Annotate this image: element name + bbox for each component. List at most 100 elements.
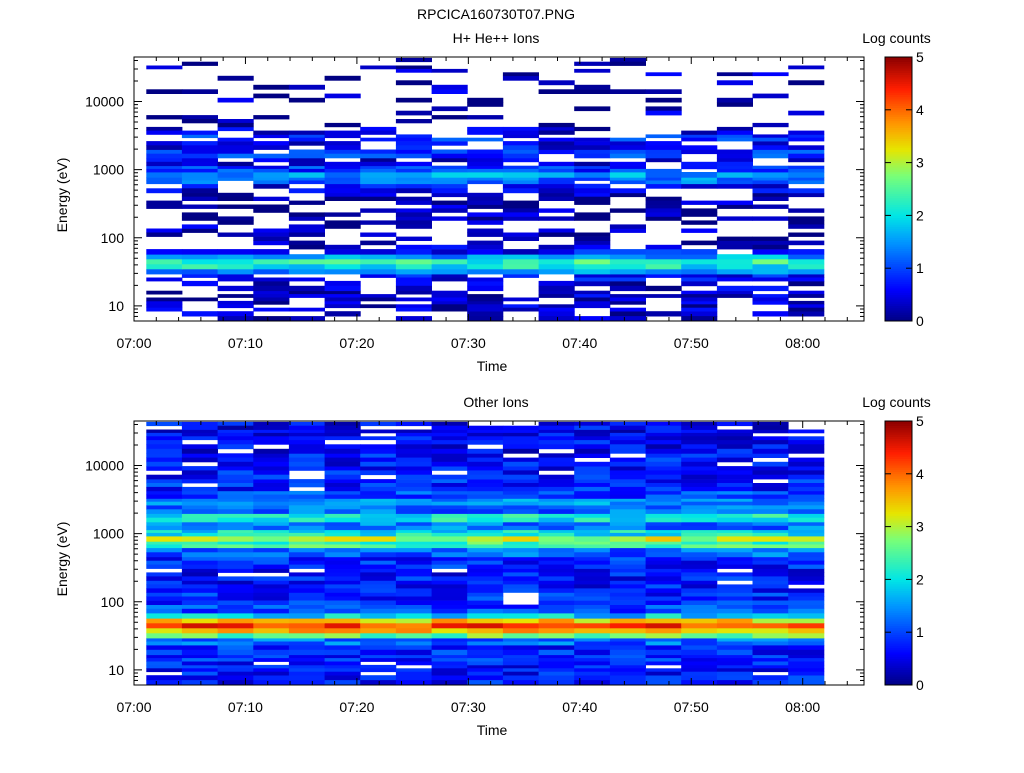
heatmap-cell: [645, 547, 682, 553]
heatmap-cell: [431, 588, 468, 593]
heatmap-cell: [788, 588, 825, 593]
heatmap-cell: [752, 613, 789, 619]
heatmap-cell: [574, 425, 611, 430]
heatmap-cell: [752, 608, 789, 614]
heatmap-cell: [467, 486, 504, 492]
heatmap-cell: [253, 632, 290, 639]
heatmap-cell: [431, 183, 468, 189]
heatmap-cell: [395, 110, 432, 116]
heatmap-cell: [360, 501, 397, 506]
heatmap-cell: [253, 623, 290, 629]
colorbar-swatch: [885, 627, 912, 631]
colorbar-swatch: [885, 509, 912, 512]
heatmap-cell: [217, 560, 254, 565]
heatmap-cell: [181, 529, 218, 534]
heatmap-cell: [788, 177, 825, 181]
heatmap-cell: [788, 541, 825, 545]
heatmap-cell: [538, 180, 575, 185]
heatmap-cell: [467, 228, 504, 233]
heatmap-cell: [716, 668, 753, 673]
heatmap-cell: [538, 453, 575, 458]
heatmap-cell: [467, 501, 504, 506]
colorbar-swatch: [885, 268, 912, 271]
heatmap-cell: [395, 588, 432, 593]
heatmap-cell: [716, 168, 753, 173]
heatmap-cell: [431, 153, 468, 159]
heatmap-cell: [324, 532, 361, 537]
heatmap-cell: [538, 290, 575, 295]
heatmap-cell: [360, 297, 397, 302]
heatmap-cell: [788, 165, 825, 170]
heatmap-cell: [181, 89, 218, 94]
heatmap-cell: [324, 300, 361, 305]
heatmap-cell: [716, 613, 753, 619]
heatmap-cell: [467, 680, 504, 686]
heatmap-cell: [681, 425, 718, 430]
heatmap-cell: [217, 444, 254, 450]
colorbar-swatch: [885, 671, 912, 675]
heatmap-cell: [360, 604, 397, 610]
heatmap-cell: [467, 596, 504, 601]
colorbar-swatch: [885, 158, 912, 161]
heatmap-cell: [253, 157, 290, 163]
heatmap-cell: [752, 501, 789, 506]
heatmap-cell: [645, 285, 682, 292]
colorbar-swatch: [885, 447, 912, 451]
heatmap-cell: [431, 429, 468, 434]
heatmap-cell: [609, 521, 646, 527]
heatmap-cell: [681, 521, 718, 527]
colorbar-tick-label: 2: [916, 571, 924, 587]
heatmap-cell: [574, 453, 611, 458]
heatmap-cell: [146, 254, 183, 260]
colorbar-swatch: [885, 101, 912, 104]
heatmap-cell: [395, 658, 432, 662]
heatmap-cell: [181, 204, 218, 209]
heatmap-cell: [146, 297, 183, 302]
heatmap-cell: [574, 290, 611, 295]
heatmap-cell: [716, 604, 753, 610]
heatmap-cell: [681, 183, 718, 189]
heatmap-cell: [574, 294, 611, 298]
heatmap-cell: [609, 61, 646, 66]
heatmap-cell: [681, 137, 718, 142]
heatmap-cell: [609, 604, 646, 610]
heatmap-cell: [181, 576, 218, 581]
heatmap-cell: [217, 145, 254, 150]
heatmap-cell: [609, 490, 646, 496]
heatmap-cell: [288, 232, 325, 237]
heatmap-cell: [360, 632, 397, 639]
heatmap-cell: [609, 592, 646, 597]
heatmap-cell: [716, 183, 753, 189]
heatmap-cell: [181, 658, 218, 662]
heatmap-cell: [609, 498, 646, 503]
heatmap-cell: [681, 664, 718, 669]
heatmap-cell: [217, 580, 254, 585]
colorbar-swatch: [885, 647, 912, 651]
heatmap-cell: [146, 89, 183, 94]
heatmap-cell: [288, 97, 325, 103]
heatmap-cell: [502, 304, 539, 309]
heatmap-cell: [467, 204, 504, 209]
heatmap-cell: [324, 436, 361, 441]
heatmap-cell: [217, 453, 254, 458]
heatmap-cell: [538, 608, 575, 614]
heatmap-cell: [431, 268, 468, 275]
x-tick-label: 08:00: [785, 335, 820, 351]
heatmap-cell: [146, 466, 183, 471]
heatmap-cell: [431, 613, 468, 619]
colorbar-swatch: [885, 634, 912, 638]
heatmap-cell: [681, 649, 718, 656]
colorbar-tick-label: 0: [916, 677, 924, 693]
heatmap-cell: [181, 172, 218, 178]
heatmap-cell: [146, 584, 183, 589]
heatmap-cell: [181, 436, 218, 441]
heatmap-cell: [574, 168, 611, 173]
heatmap-cell: [609, 680, 646, 686]
heatmap-cell: [431, 618, 468, 624]
colorbar-swatch: [885, 175, 912, 179]
heatmap-cell: [395, 654, 432, 659]
heatmap-cell: [395, 244, 432, 250]
heatmap-cell: [502, 444, 539, 450]
heatmap-cell: [217, 490, 254, 496]
heatmap-cell: [788, 668, 825, 673]
